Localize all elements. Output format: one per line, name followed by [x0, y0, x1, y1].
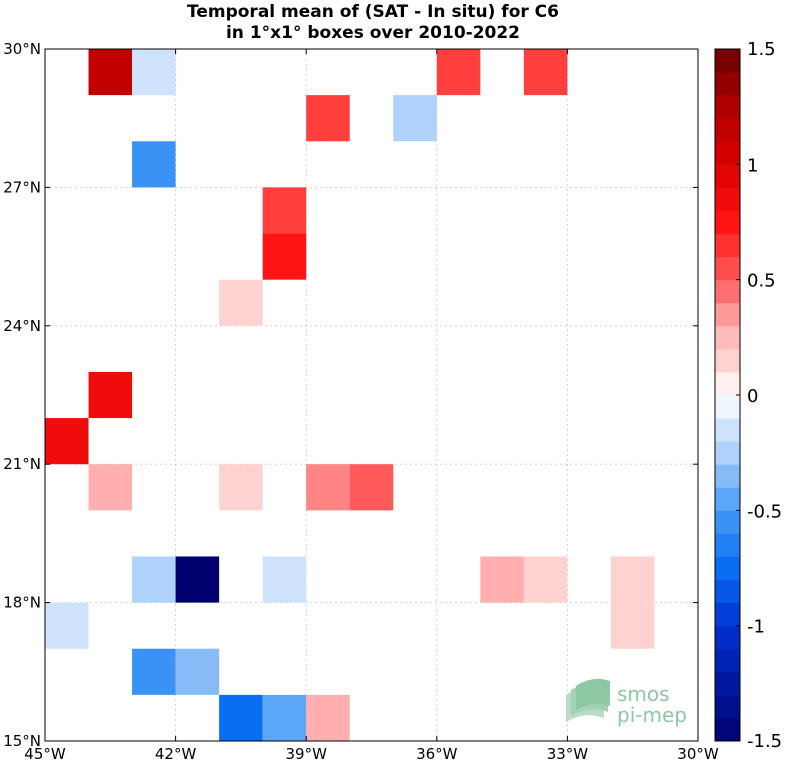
heatmap-cell [436, 49, 481, 96]
heatmap-cell [480, 556, 524, 603]
colorbar-swatch [715, 72, 740, 96]
heatmap-cell [219, 279, 263, 326]
colorbar-swatch [715, 233, 740, 258]
colorbar-tick-label: -1 [747, 617, 765, 638]
colorbar-swatch [715, 464, 740, 488]
x-tick-label: 33°W [547, 745, 589, 763]
heatmap-cell [262, 556, 307, 603]
x-tick-label: 36°W [416, 745, 458, 763]
heatmap-cell [88, 49, 133, 96]
colorbar-tick-label: 1.5 [747, 39, 776, 60]
colorbar-swatch [715, 556, 740, 581]
colorbar-swatch [715, 510, 740, 534]
colorbar-swatch [715, 325, 740, 350]
heatmap-cell [262, 187, 307, 234]
colorbar-swatch [715, 671, 740, 696]
heatmap-cell [610, 556, 655, 603]
heatmap-cell [175, 556, 220, 603]
heatmap-cell [45, 602, 89, 649]
heatmap-cell [88, 371, 133, 419]
colorbar-swatch [715, 118, 740, 142]
colorbar-swatch [715, 187, 740, 211]
heatmap-cell [306, 464, 350, 511]
smos-pimep-logo: smos pi-mep [566, 678, 687, 727]
colorbar-swatch [715, 717, 740, 742]
x-tick-label: 30°W [677, 745, 719, 763]
heatmap-cell [349, 464, 394, 511]
y-tick-label: 18°N [3, 594, 41, 612]
colorbar-swatch [715, 395, 740, 419]
chart-title-line-2: in 1°x1° boxes over 2010-2022 [226, 23, 520, 43]
heatmap-cell [306, 694, 350, 741]
heatmap-cell [45, 418, 89, 465]
logo-text-smos: smos [617, 682, 670, 706]
colorbar-swatch [715, 533, 740, 557]
colorbar-swatch [715, 487, 740, 511]
colorbar-swatch [715, 579, 740, 604]
heatmap-cell [132, 141, 176, 188]
colorbar [715, 49, 740, 742]
colorbar-swatch [715, 95, 740, 119]
heatmap-cell [610, 602, 655, 649]
y-tick-label: 21°N [3, 455, 41, 473]
heatmap-cell [262, 694, 307, 741]
heatmap-cell [262, 233, 307, 280]
heatmap-cell [88, 464, 133, 511]
heatmap-cell [393, 95, 437, 142]
heatmap-cell [132, 49, 176, 96]
colorbar-swatch [715, 694, 740, 719]
colorbar-swatch [715, 302, 740, 327]
colorbar-swatch [715, 625, 740, 650]
y-tick-label: 15°N [3, 732, 41, 750]
heatmap-cell [306, 95, 350, 142]
colorbar-swatch [715, 279, 740, 304]
colorbar-swatch [715, 164, 740, 188]
chart-title-line-1: Temporal mean of (SAT - In situ) for C6 [187, 2, 559, 22]
colorbar-tick-label: -0.5 [747, 501, 782, 522]
colorbar-tick-label: 0.5 [747, 271, 776, 292]
colorbar-tick-label: 0 [747, 386, 758, 407]
heatmap-cell [219, 464, 263, 511]
plot-frame [44, 48, 699, 742]
y-tick-label: 24°N [3, 317, 41, 335]
y-tick-label: 27°N [3, 178, 41, 196]
y-axis-ticks: 15°N 18°N 21°N 24°N 27°N 30°N [3, 40, 698, 750]
heatmap-cell [175, 648, 220, 695]
heatmap-cell [523, 556, 568, 603]
colorbar-swatch [715, 602, 740, 627]
x-tick-label: 45°W [24, 745, 66, 763]
heatmap-cells [45, 49, 655, 741]
x-tick-label: 39°W [285, 745, 327, 763]
heatmap-cell [132, 556, 176, 603]
colorbar-swatch [715, 648, 740, 673]
colorbar-swatch [715, 441, 740, 465]
colorbar-swatch [715, 371, 740, 396]
x-axis-ticks: 45°W 42°W 39°W 36°W 33°W 30°W [24, 49, 719, 763]
heatmap-cell [219, 694, 263, 741]
y-tick-label: 30°N [3, 40, 41, 58]
colorbar-swatch [715, 348, 740, 373]
colorbar-tick-label: -1.5 [747, 731, 782, 752]
colorbar-ticks: 1.5 1 0.5 0 -0.5 -1 -1.5 [736, 39, 782, 752]
heatmap-cell [523, 49, 568, 96]
colorbar-swatch [715, 210, 740, 235]
logo-text-pimep: pi-mep [617, 703, 687, 727]
colorbar-swatch [715, 141, 740, 165]
logo-wave-icon [566, 678, 610, 722]
colorbar-swatch [715, 49, 740, 73]
x-tick-label: 42°W [155, 745, 197, 763]
colorbar-tick-label: 1 [747, 155, 758, 176]
colorbar-swatch [715, 256, 740, 281]
heatmap-cell [132, 648, 176, 695]
colorbar-swatch [715, 418, 740, 442]
